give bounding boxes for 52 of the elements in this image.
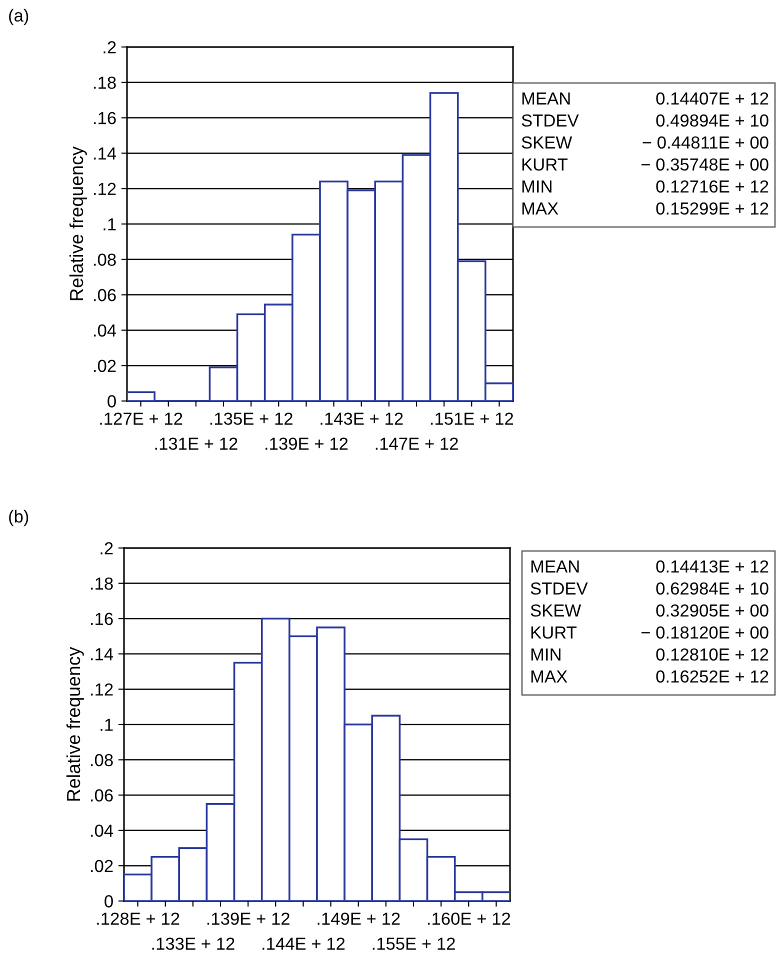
y-tick-label: .12 — [91, 683, 113, 696]
y-axis-title: Relative frequency — [69, 146, 87, 300]
text: KURT − 0.35748E + 00 — [522, 158, 768, 171]
text: SKEW 0.32905E + 00 — [530, 604, 768, 617]
text: MAX 0.16252E + 12 — [531, 670, 768, 683]
x-tick-label: .160E + 12 — [428, 912, 510, 925]
x-tick-label: .149E + 12 — [318, 912, 400, 925]
text: MEAN 0.14413E + 12 — [531, 560, 768, 573]
x-tick-label: .135E + 12 — [210, 412, 292, 425]
text: STDEV 0.62984E + 10 — [530, 582, 768, 595]
text: MIN 0.12810E + 12 — [531, 648, 768, 661]
y-tick-label: .12 — [94, 182, 116, 195]
y-tick-label: .1 — [100, 718, 113, 731]
y-tick-label: .08 — [94, 254, 116, 266]
y-tick-label: .18 — [91, 577, 113, 590]
y-tick-label: .18 — [94, 76, 116, 89]
y-tick-label: .04 — [91, 824, 114, 837]
y-tick-label: .14 — [91, 648, 114, 660]
y-tick-label: .06 — [91, 789, 113, 802]
chart-title: (b) — [9, 510, 28, 526]
y-tick-label: .2 — [104, 41, 116, 54]
y-tick-label: .2 — [100, 542, 113, 554]
y-tick-label: 0 — [108, 395, 116, 408]
chart-title: (a) — [9, 8, 28, 26]
x-tick-label: .139E + 12 — [266, 438, 348, 450]
y-tick-label: .06 — [94, 288, 116, 302]
x-tick-label: .144E + 12 — [262, 938, 345, 950]
y-axis-title: Relative frequency — [66, 646, 84, 801]
text: SKEW − 0.44811E + 00 — [522, 136, 768, 149]
text: MEAN 0.14407E + 12 — [522, 92, 768, 105]
y-tick-label: .16 — [94, 112, 116, 124]
x-tick-label: .127E + 12 — [100, 412, 182, 425]
x-tick-label: .128E + 12 — [97, 912, 180, 925]
y-tick-label: .16 — [91, 612, 113, 626]
x-tick-label: .147E + 12 — [376, 438, 458, 450]
y-tick-label: .04 — [94, 324, 116, 337]
x-tick-label: .139E + 12 — [207, 912, 290, 925]
text: MAX 0.15299E + 12 — [522, 202, 768, 215]
x-tick-label: .151E + 12 — [430, 412, 514, 425]
y-tick-label: .1 — [104, 218, 116, 230]
x-tick-label: .143E + 12 — [320, 412, 403, 425]
y-tick-label: .14 — [94, 148, 116, 160]
x-tick-label: .155E + 12 — [372, 938, 455, 950]
text: MIN 0.12716E + 12 — [522, 180, 768, 193]
y-tick-label: .02 — [91, 860, 113, 872]
y-tick-label: .08 — [91, 754, 113, 766]
y-tick-label: .02 — [94, 360, 116, 372]
text: KURT − 0.18120E + 00 — [531, 626, 768, 639]
x-tick-label: .133E + 12 — [152, 938, 234, 950]
x-tick-label: .131E + 12 — [155, 438, 238, 450]
text: STDEV 0.49894E + 10 — [522, 114, 768, 127]
y-tick-label: 0 — [104, 895, 113, 908]
